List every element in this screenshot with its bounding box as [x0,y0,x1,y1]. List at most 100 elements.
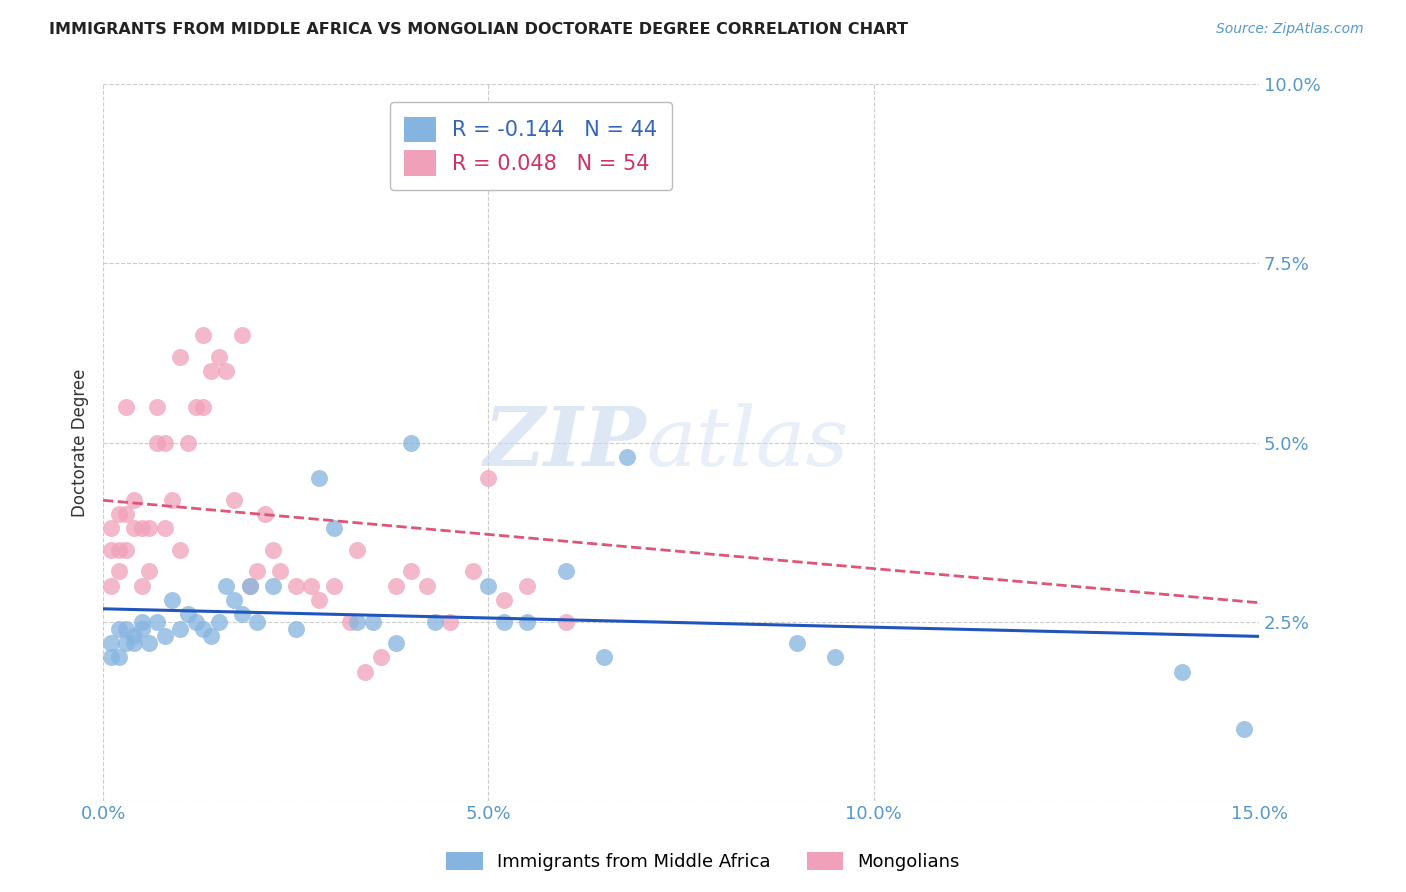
Point [153,435,176,450]
Point [138,565,160,579]
Point [100,650,122,665]
Point [323,521,346,535]
Point [215,579,238,593]
Point [153,521,176,535]
Point [346,615,368,629]
Point [122,492,145,507]
Point [616,450,638,464]
Point [169,543,191,558]
Point [100,579,122,593]
Point [554,615,576,629]
Point [138,636,160,650]
Y-axis label: Doctorate Degree: Doctorate Degree [72,368,89,516]
Point [401,435,423,450]
Point [238,579,260,593]
Point [370,650,392,665]
Point [131,521,153,535]
Point [177,435,200,450]
Point [262,579,284,593]
Point [231,328,253,343]
Point [492,615,515,629]
Point [238,579,260,593]
Point [824,650,846,665]
Point [162,593,184,607]
Point [401,565,423,579]
Point [107,507,129,521]
Point [177,607,200,622]
Point [269,565,291,579]
Text: atlas: atlas [647,402,849,483]
Point [1233,722,1256,736]
Point [361,615,384,629]
Point [554,565,576,579]
Point [1171,665,1194,679]
Point [308,471,330,485]
Point [224,593,246,607]
Point [122,629,145,643]
Point [516,615,538,629]
Point [193,622,215,636]
Point [461,565,484,579]
Point [100,636,122,650]
Point [208,350,231,364]
Point [107,565,129,579]
Point [385,636,408,650]
Point [492,593,515,607]
Point [786,636,808,650]
Point [284,579,307,593]
Text: IMMIGRANTS FROM MIDDLE AFRICA VS MONGOLIAN DOCTORATE DEGREE CORRELATION CHART: IMMIGRANTS FROM MIDDLE AFRICA VS MONGOLI… [49,22,908,37]
Point [215,364,238,378]
Point [246,565,269,579]
Point [100,543,122,558]
Point [593,650,616,665]
Point [169,622,191,636]
Point [631,113,654,128]
Point [122,636,145,650]
Text: Source: ZipAtlas.com: Source: ZipAtlas.com [1216,22,1364,37]
Point [299,579,322,593]
Text: ZIP: ZIP [484,402,647,483]
Point [193,328,215,343]
Point [193,400,215,414]
Point [323,579,346,593]
Point [115,636,138,650]
Point [385,579,408,593]
Point [146,435,169,450]
Point [200,364,222,378]
Point [184,615,207,629]
Point [131,622,153,636]
Legend: R = -0.144   N = 44, R = 0.048   N = 54: R = -0.144 N = 44, R = 0.048 N = 54 [389,102,672,190]
Point [339,615,361,629]
Point [208,615,231,629]
Point [253,507,276,521]
Point [354,665,377,679]
Point [153,629,176,643]
Point [107,650,129,665]
Point [169,350,191,364]
Point [516,579,538,593]
Point [246,615,269,629]
Point [131,579,153,593]
Legend: Immigrants from Middle Africa, Mongolians: Immigrants from Middle Africa, Mongolian… [439,845,967,879]
Point [200,629,222,643]
Point [115,507,138,521]
Point [346,543,368,558]
Point [107,622,129,636]
Point [284,622,307,636]
Point [423,615,446,629]
Point [416,579,439,593]
Point [146,615,169,629]
Point [146,400,169,414]
Point [308,593,330,607]
Point [231,607,253,622]
Point [262,543,284,558]
Point [115,543,138,558]
Point [439,615,461,629]
Point [115,400,138,414]
Point [138,521,160,535]
Point [100,521,122,535]
Point [477,579,499,593]
Point [131,615,153,629]
Point [162,492,184,507]
Point [122,521,145,535]
